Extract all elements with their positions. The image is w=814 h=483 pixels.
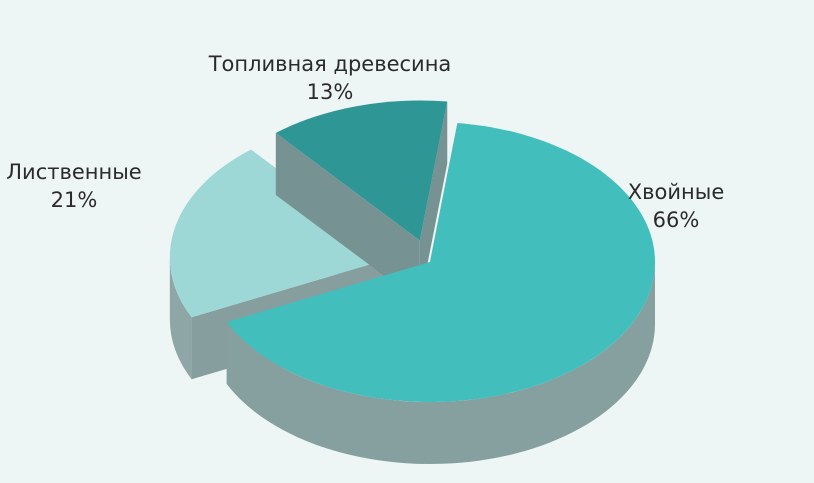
slice-side-wall: [275, 132, 420, 303]
slice-label-name: Топливная древесина: [208, 52, 452, 76]
slice-top-face: [275, 100, 448, 241]
slice-top-face: [169, 149, 395, 318]
slice-label-name: Лиственные: [6, 160, 142, 184]
slice-outer-wall: [169, 257, 192, 380]
slice-side-wall: [419, 101, 448, 303]
pie-slice-fuelwood: [275, 100, 448, 303]
slice-label-value: 21%: [50, 188, 98, 212]
slice-outer-wall: [226, 262, 655, 464]
slice-label-deciduous: Лиственные 21%: [0, 158, 148, 214]
slice-label-coniferous: Хвойные 66%: [606, 178, 746, 234]
slice-label-value: 66%: [652, 208, 700, 232]
slice-top-face: [226, 123, 655, 402]
slice-label-fuelwood: Топливная древесина 13%: [195, 50, 465, 106]
slice-label-name: Хвойные: [627, 180, 725, 204]
slice-label-value: 13%: [306, 80, 354, 104]
pie-slice-coniferous: [226, 123, 655, 464]
